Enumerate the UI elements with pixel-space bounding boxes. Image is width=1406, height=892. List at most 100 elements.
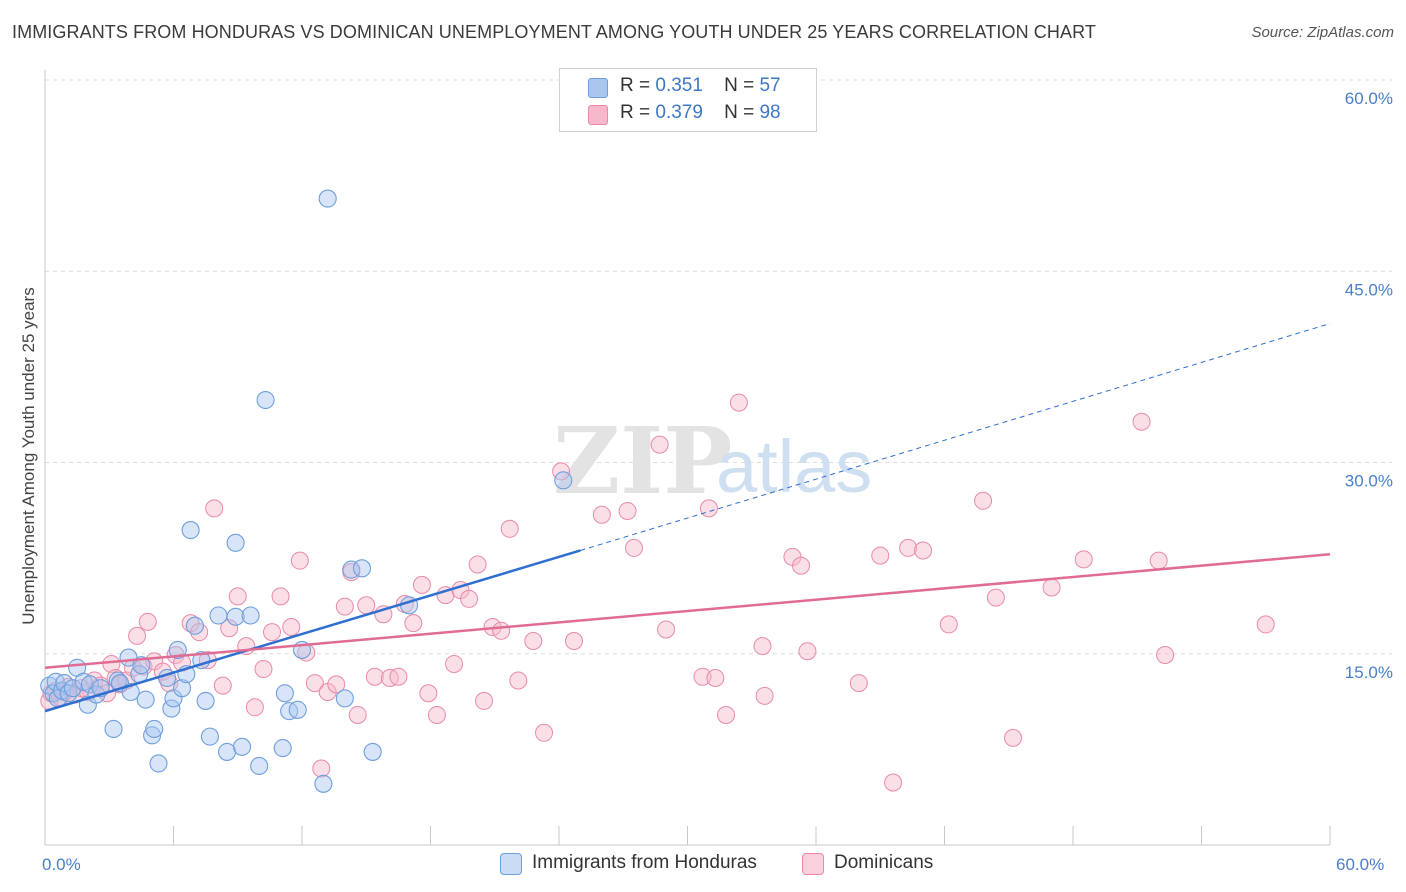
dominicans-point xyxy=(986,588,1005,607)
legend-r-label: R = xyxy=(620,102,651,123)
watermark-zip: ZIP xyxy=(553,407,732,515)
dominicans-point xyxy=(755,686,774,705)
honduras-point xyxy=(250,756,269,776)
honduras-point xyxy=(226,607,245,626)
legend-n-label: N = xyxy=(724,102,755,123)
legend-swatch-blue xyxy=(588,78,608,98)
watermark: ZIP atlas xyxy=(553,407,872,515)
dominicans-point xyxy=(102,654,121,673)
dominicans-point xyxy=(1132,412,1151,431)
bottom-legend-swatch-pink xyxy=(802,853,824,875)
legend-n-value: 57 xyxy=(759,75,781,96)
dominicans-point xyxy=(899,538,918,557)
y-tick-labels: 15.0% 30.0% 45.0% 60.0% xyxy=(1345,89,1393,682)
dominicans-point xyxy=(1149,551,1168,570)
dominicans-point xyxy=(228,587,247,606)
honduras-point xyxy=(275,684,294,703)
trend-lines xyxy=(44,323,1331,713)
dominicans-point xyxy=(1074,550,1093,569)
honduras-point xyxy=(200,727,219,746)
x-tick-max: 60.0% xyxy=(1336,855,1384,874)
dominicans-point xyxy=(1256,615,1275,634)
honduras-point xyxy=(132,656,151,675)
dominicans-point xyxy=(128,626,147,645)
honduras-point xyxy=(256,390,275,410)
dominicans-point xyxy=(871,546,890,565)
dominicans-point xyxy=(884,773,903,792)
dominicans-point xyxy=(460,589,479,608)
dominicans-point xyxy=(753,637,772,656)
bottom-legend-label: Immigrants from Honduras xyxy=(532,852,757,873)
honduras-point xyxy=(55,674,74,693)
legend-n-value: 98 xyxy=(759,102,781,123)
dominicans-point xyxy=(592,505,611,524)
dominicans-trend-line xyxy=(44,553,1331,670)
y-tick-label: 15.0% xyxy=(1345,663,1393,682)
dominicans-point xyxy=(1004,728,1023,747)
dominicans-point xyxy=(974,491,993,510)
dominicans-point xyxy=(305,674,324,693)
legend-r-value: 0.351 xyxy=(655,75,703,96)
honduras-point xyxy=(273,739,292,758)
honduras-point xyxy=(314,774,333,793)
y-axis-label: Unemployment Among Youth under 25 years xyxy=(19,287,38,624)
dominicans-point xyxy=(427,705,446,724)
dominicans-point xyxy=(492,621,511,640)
honduras-trend-extension xyxy=(580,323,1331,551)
dominicans-point xyxy=(245,698,264,717)
dominicans-point xyxy=(138,612,157,631)
dominicans-point xyxy=(699,499,718,518)
source-credit: Source: ZipAtlas.com xyxy=(1251,24,1394,41)
honduras-point xyxy=(318,189,337,208)
honduras-point xyxy=(232,737,252,756)
legend-n-label: N = xyxy=(724,75,755,96)
honduras-point xyxy=(63,679,82,698)
legend-swatch-pink xyxy=(588,105,608,125)
dominicans-point xyxy=(468,555,487,574)
legend-r-label: R = xyxy=(620,75,651,96)
correlation-legend: R = 0.351 N = 57 R = 0.379 N = 98 xyxy=(559,68,817,132)
dominicans-point xyxy=(729,393,748,412)
dominicans-point xyxy=(254,660,273,679)
dominicans-point xyxy=(792,556,811,575)
dominicans-point xyxy=(475,691,494,710)
honduras-point xyxy=(173,679,192,698)
dominicans-point xyxy=(509,671,528,690)
dominicans-point xyxy=(1042,578,1061,597)
honduras-point xyxy=(226,533,245,552)
dominicans-point xyxy=(263,623,282,642)
dominicans-point xyxy=(657,620,676,639)
honduras-point xyxy=(181,521,200,540)
dominicans-point xyxy=(348,705,367,724)
dominicans-point xyxy=(220,619,239,638)
dominicans-point xyxy=(535,723,554,742)
y-tick-label: 30.0% xyxy=(1345,472,1393,491)
honduras-point xyxy=(335,689,354,708)
honduras-point xyxy=(196,691,215,710)
legend-r-value: 0.379 xyxy=(655,102,703,123)
grid xyxy=(45,79,1392,655)
honduras-point xyxy=(554,471,573,490)
honduras-point xyxy=(352,559,372,578)
honduras-point xyxy=(145,719,164,739)
dominicans-point xyxy=(798,642,817,661)
x-ticks xyxy=(44,826,1331,845)
dominicans-point xyxy=(357,596,376,615)
dominicans-point xyxy=(335,597,354,616)
dominicans-point xyxy=(624,538,643,557)
dominicans-point xyxy=(552,462,571,481)
dominicans-point xyxy=(706,668,725,687)
dominicans-point xyxy=(564,632,583,650)
bottom-legend-label: Dominicans xyxy=(834,852,934,873)
dominicans-point xyxy=(524,632,543,650)
dominicans-point xyxy=(717,705,736,724)
dominicans-point xyxy=(365,667,384,686)
dominicans-point xyxy=(282,617,301,636)
dominicans-point xyxy=(1156,646,1175,665)
dominicans-point xyxy=(213,676,232,695)
dominicans-point xyxy=(693,667,712,686)
dominicans-point xyxy=(312,759,331,778)
honduras-point xyxy=(209,606,228,625)
dominicans-point xyxy=(445,654,464,673)
